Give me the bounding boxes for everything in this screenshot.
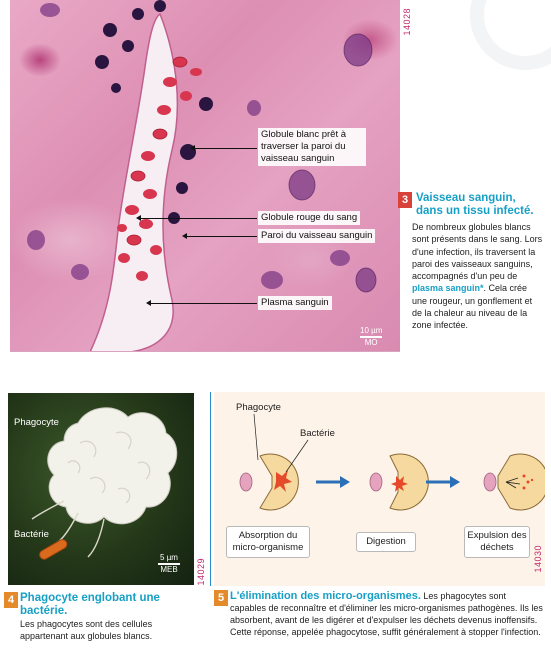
- caption3-title: Vaisseau sanguin, dans un tissu infecté.: [416, 192, 534, 217]
- figure-number-badge: 3: [398, 192, 412, 208]
- label-phagocyte-sem: Phagocyte: [14, 417, 59, 428]
- scale-method: MO: [364, 338, 378, 347]
- figure-number-badge: 5: [214, 590, 228, 606]
- figure5-code: 14030: [533, 545, 543, 573]
- phagocyte-sem-illustration: [31, 407, 178, 560]
- caption-figure4: 4 Phagocyte englobant une bactérie. Les …: [4, 592, 194, 642]
- scale-line: [360, 336, 383, 338]
- label-phagocyte-diagram: Phagocyte: [236, 402, 281, 413]
- pointer-plasma: [146, 300, 257, 306]
- scale-value: 10 µm: [360, 326, 383, 335]
- pointer-vessel-wall: [182, 233, 257, 239]
- caption5-heading: 5 L'élimination des micro-organismes. Le…: [214, 590, 544, 638]
- phagocyte-cell-digestion: [369, 453, 429, 511]
- label-bacteria-diagram: Bactérie: [300, 428, 335, 439]
- pointer-white-blood-cell: [190, 145, 257, 151]
- step-absorption: Absorption du micro-organisme: [226, 526, 310, 558]
- figure4-code: 14029: [196, 558, 206, 586]
- scale-value: 5 µm: [160, 553, 178, 562]
- caption3-body: De nombreux globules blancs sont présent…: [412, 221, 544, 332]
- glossary-keyword[interactable]: plasma sanguin*: [412, 283, 484, 294]
- caption4-heading: 4 Phagocyte englobant une bactérie.: [4, 592, 194, 618]
- caption5-title: L'élimination des micro-organismes.: [230, 590, 421, 602]
- phagocytosis-steps-illustration: [239, 413, 545, 511]
- label-vessel-wall: Paroi du vaisseau sanguin: [258, 229, 376, 243]
- caption3-text-end: . Cela crée une rougeur, un gonflement e…: [412, 283, 533, 331]
- adjacent-page-bleed: [440, 0, 551, 190]
- phagocyte-cell-absorption: [239, 453, 299, 511]
- caption3-heading: 3 Vaisseau sanguin, dans un tissu infect…: [398, 192, 544, 218]
- figure-number-badge: 4: [4, 592, 18, 608]
- micrograph-blood-vessel: Globule blanc prêt à traverser la paroi …: [10, 0, 400, 352]
- scale-line: [158, 563, 180, 565]
- caption4-title: Phagocyte englobant une bactérie.: [20, 592, 160, 617]
- figure-divider: [210, 392, 211, 586]
- vessel-illustration: [27, 0, 377, 351]
- scale-bar-figure4: 5 µm MEB: [158, 553, 180, 574]
- phagocytosis-diagram: Phagocyte Bactérie Absorption du micro-o…: [210, 392, 545, 586]
- label-bacteria-sem: Bactérie: [14, 529, 49, 540]
- scale-method: MEB: [160, 565, 178, 574]
- phagocyte-cell-expulsion: [483, 453, 545, 511]
- caption5-body: Les phagocytes sont capables de reconnaî…: [230, 591, 543, 637]
- label-plasma: Plasma sanguin: [258, 296, 332, 310]
- step-expulsion: Expulsion des déchets: [464, 526, 530, 558]
- decorative-circle: [470, 0, 551, 70]
- caption4-body: Les phagocytes sont des cellules apparte…: [20, 619, 153, 641]
- caption-figure3: 3 Vaisseau sanguin, dans un tissu infect…: [398, 192, 544, 332]
- label-red-blood-cell: Globule rouge du sang: [258, 211, 361, 225]
- scale-bar-figure3: 10 µm MO: [360, 326, 382, 347]
- step-digestion: Digestion: [356, 532, 416, 552]
- caption-figure5: 5 L'élimination des micro-organismes. Le…: [214, 590, 544, 638]
- caption3-text: De nombreux globules blancs sont présent…: [412, 222, 543, 282]
- sem-photo-phagocyte: Phagocyte Bactérie 5 µm MEB: [8, 393, 194, 585]
- figure3-code: 14028: [402, 8, 412, 36]
- pointer-red-blood-cell: [136, 215, 257, 221]
- label-white-blood-cell: Globule blanc prêt à traverser la paroi …: [258, 128, 366, 166]
